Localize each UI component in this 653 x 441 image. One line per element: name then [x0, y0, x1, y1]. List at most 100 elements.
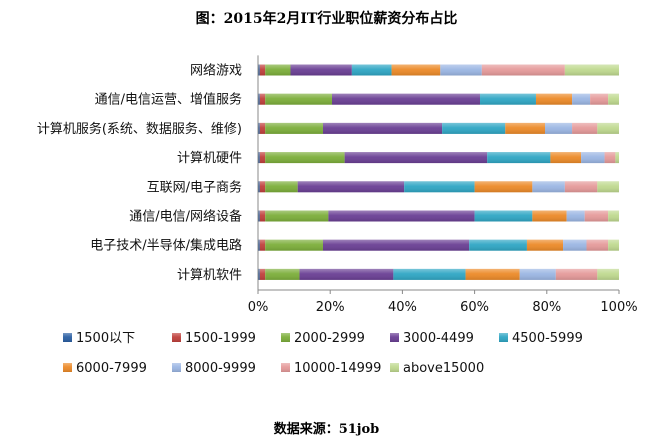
legend-label: 1500-1999 [185, 331, 256, 346]
bar-segment-highlight [299, 268, 394, 280]
bar-segment-highlight [481, 64, 565, 76]
category-label: 通信/电信运营、增值服务 [95, 92, 242, 108]
legend-swatch-highlight [281, 333, 290, 342]
bar-segment-highlight [581, 152, 605, 164]
bar-segment-highlight [258, 268, 260, 280]
legend-label: 3000-4499 [403, 331, 474, 346]
bar-segment-highlight [265, 122, 323, 134]
bar-segment-highlight [474, 210, 533, 222]
bar-segment-highlight [564, 181, 598, 193]
bar-segment-highlight [465, 268, 520, 280]
legend-swatch-highlight [499, 333, 508, 342]
bar-segment-highlight [566, 210, 585, 222]
bar-segment-highlight [615, 152, 619, 164]
bar-segment-highlight [469, 239, 527, 251]
legend-swatch-highlight [172, 363, 181, 372]
bar-segment-highlight [597, 181, 619, 193]
legend-swatch-highlight [63, 333, 72, 342]
bar-segment-highlight [404, 181, 475, 193]
bar-segment-highlight [259, 268, 266, 280]
legend-label: 6000-7999 [76, 361, 147, 376]
category-label: 互联网/电子商务 [147, 179, 242, 195]
bar-segment-highlight [532, 181, 565, 193]
bar-segment-highlight [265, 268, 300, 280]
bar-segment-highlight [259, 239, 266, 251]
category-label: 计算机硬件 [177, 151, 242, 166]
category-label: 计算机软件 [177, 268, 242, 283]
bar-segment-highlight [259, 93, 266, 105]
bar-segment-highlight [258, 64, 260, 76]
category-label: 电子技术/半导体/集成电路 [90, 238, 242, 254]
bar-segment-highlight [322, 122, 443, 134]
bar-segment-highlight [555, 268, 598, 280]
bar-segment-highlight [586, 239, 609, 251]
bar-segment-highlight [393, 268, 466, 280]
bar-segment-highlight [391, 64, 441, 76]
legend-swatch-highlight [281, 363, 290, 372]
category-label: 网络游戏 [190, 63, 242, 79]
legend-label: 1500以下 [76, 331, 135, 346]
bar-segment-highlight [259, 181, 266, 193]
bar-segment-highlight [265, 181, 298, 193]
bar-segment-highlight [597, 122, 619, 134]
category-label: 通信/电信/网络设备 [129, 209, 242, 225]
bar-segment-highlight [544, 122, 573, 134]
legend-label: 2000-2999 [294, 331, 365, 346]
bar-segment-highlight [584, 210, 609, 222]
bar-segment-highlight [440, 64, 482, 76]
bar-segment-highlight [526, 239, 564, 251]
bar-segment-highlight [258, 122, 260, 134]
source-note: 数据来源：51job [273, 422, 380, 437]
bar-segment-highlight [265, 210, 329, 222]
x-tick-label: 60% [460, 300, 489, 315]
bar-segment-highlight [265, 152, 345, 164]
bar-segment-highlight [265, 239, 323, 251]
bar-segment-highlight [258, 181, 260, 193]
bar-segment-highlight [328, 210, 475, 222]
legend-label: 10000-14999 [294, 361, 381, 376]
x-tick-label: 40% [388, 300, 417, 315]
category-label: 计算机服务(系统、数据服务、维修) [37, 121, 242, 137]
bar-segment-highlight [297, 181, 405, 193]
bar-segment-highlight [265, 93, 333, 105]
bar-segment-highlight [474, 181, 533, 193]
legend-swatch-highlight [63, 363, 72, 372]
bar-segment-highlight [259, 122, 266, 134]
bar-segment-highlight [332, 93, 481, 105]
x-tick-label: 100% [600, 300, 637, 315]
bar-segment-highlight [505, 122, 545, 134]
bar-segment-highlight [563, 239, 587, 251]
legend-label: above15000 [403, 361, 484, 376]
x-axis: 0% 20% 40% 60% 80% 100% [248, 55, 638, 315]
bar-segment-highlight [604, 152, 616, 164]
bar-segment-highlight [608, 210, 619, 222]
bars-layer [258, 64, 619, 280]
x-tick-label: 0% [248, 300, 269, 315]
bar-segment-highlight [258, 210, 260, 222]
bar-segment-highlight [608, 93, 619, 105]
bar-segment-highlight [480, 93, 536, 105]
bar-segment-highlight [442, 122, 506, 134]
bar-segment-highlight [487, 152, 551, 164]
bar-segment-highlight [597, 268, 619, 280]
legend-label: 8000-9999 [185, 361, 256, 376]
legend-swatch-highlight [172, 333, 181, 342]
x-tick-label: 80% [532, 300, 561, 315]
bar-segment-highlight [608, 239, 619, 251]
x-tick-label: 20% [316, 300, 345, 315]
bar-segment-highlight [535, 93, 573, 105]
bar-segment-highlight [572, 122, 598, 134]
bar-segment-highlight [258, 152, 260, 164]
bar-segment-highlight [564, 64, 619, 76]
bar-segment-highlight [259, 210, 266, 222]
bar-segment-highlight [258, 239, 260, 251]
bar-segment-highlight [259, 64, 266, 76]
bar-segment-highlight [550, 152, 582, 164]
legend-swatch-highlight [390, 363, 399, 372]
chart-title: 图：2015年2月IT行业职位薪资分布占比 [195, 11, 458, 27]
bar-segment-highlight [344, 152, 488, 164]
legend-label: 4500-5999 [512, 331, 583, 346]
bar-segment-highlight [258, 93, 260, 105]
